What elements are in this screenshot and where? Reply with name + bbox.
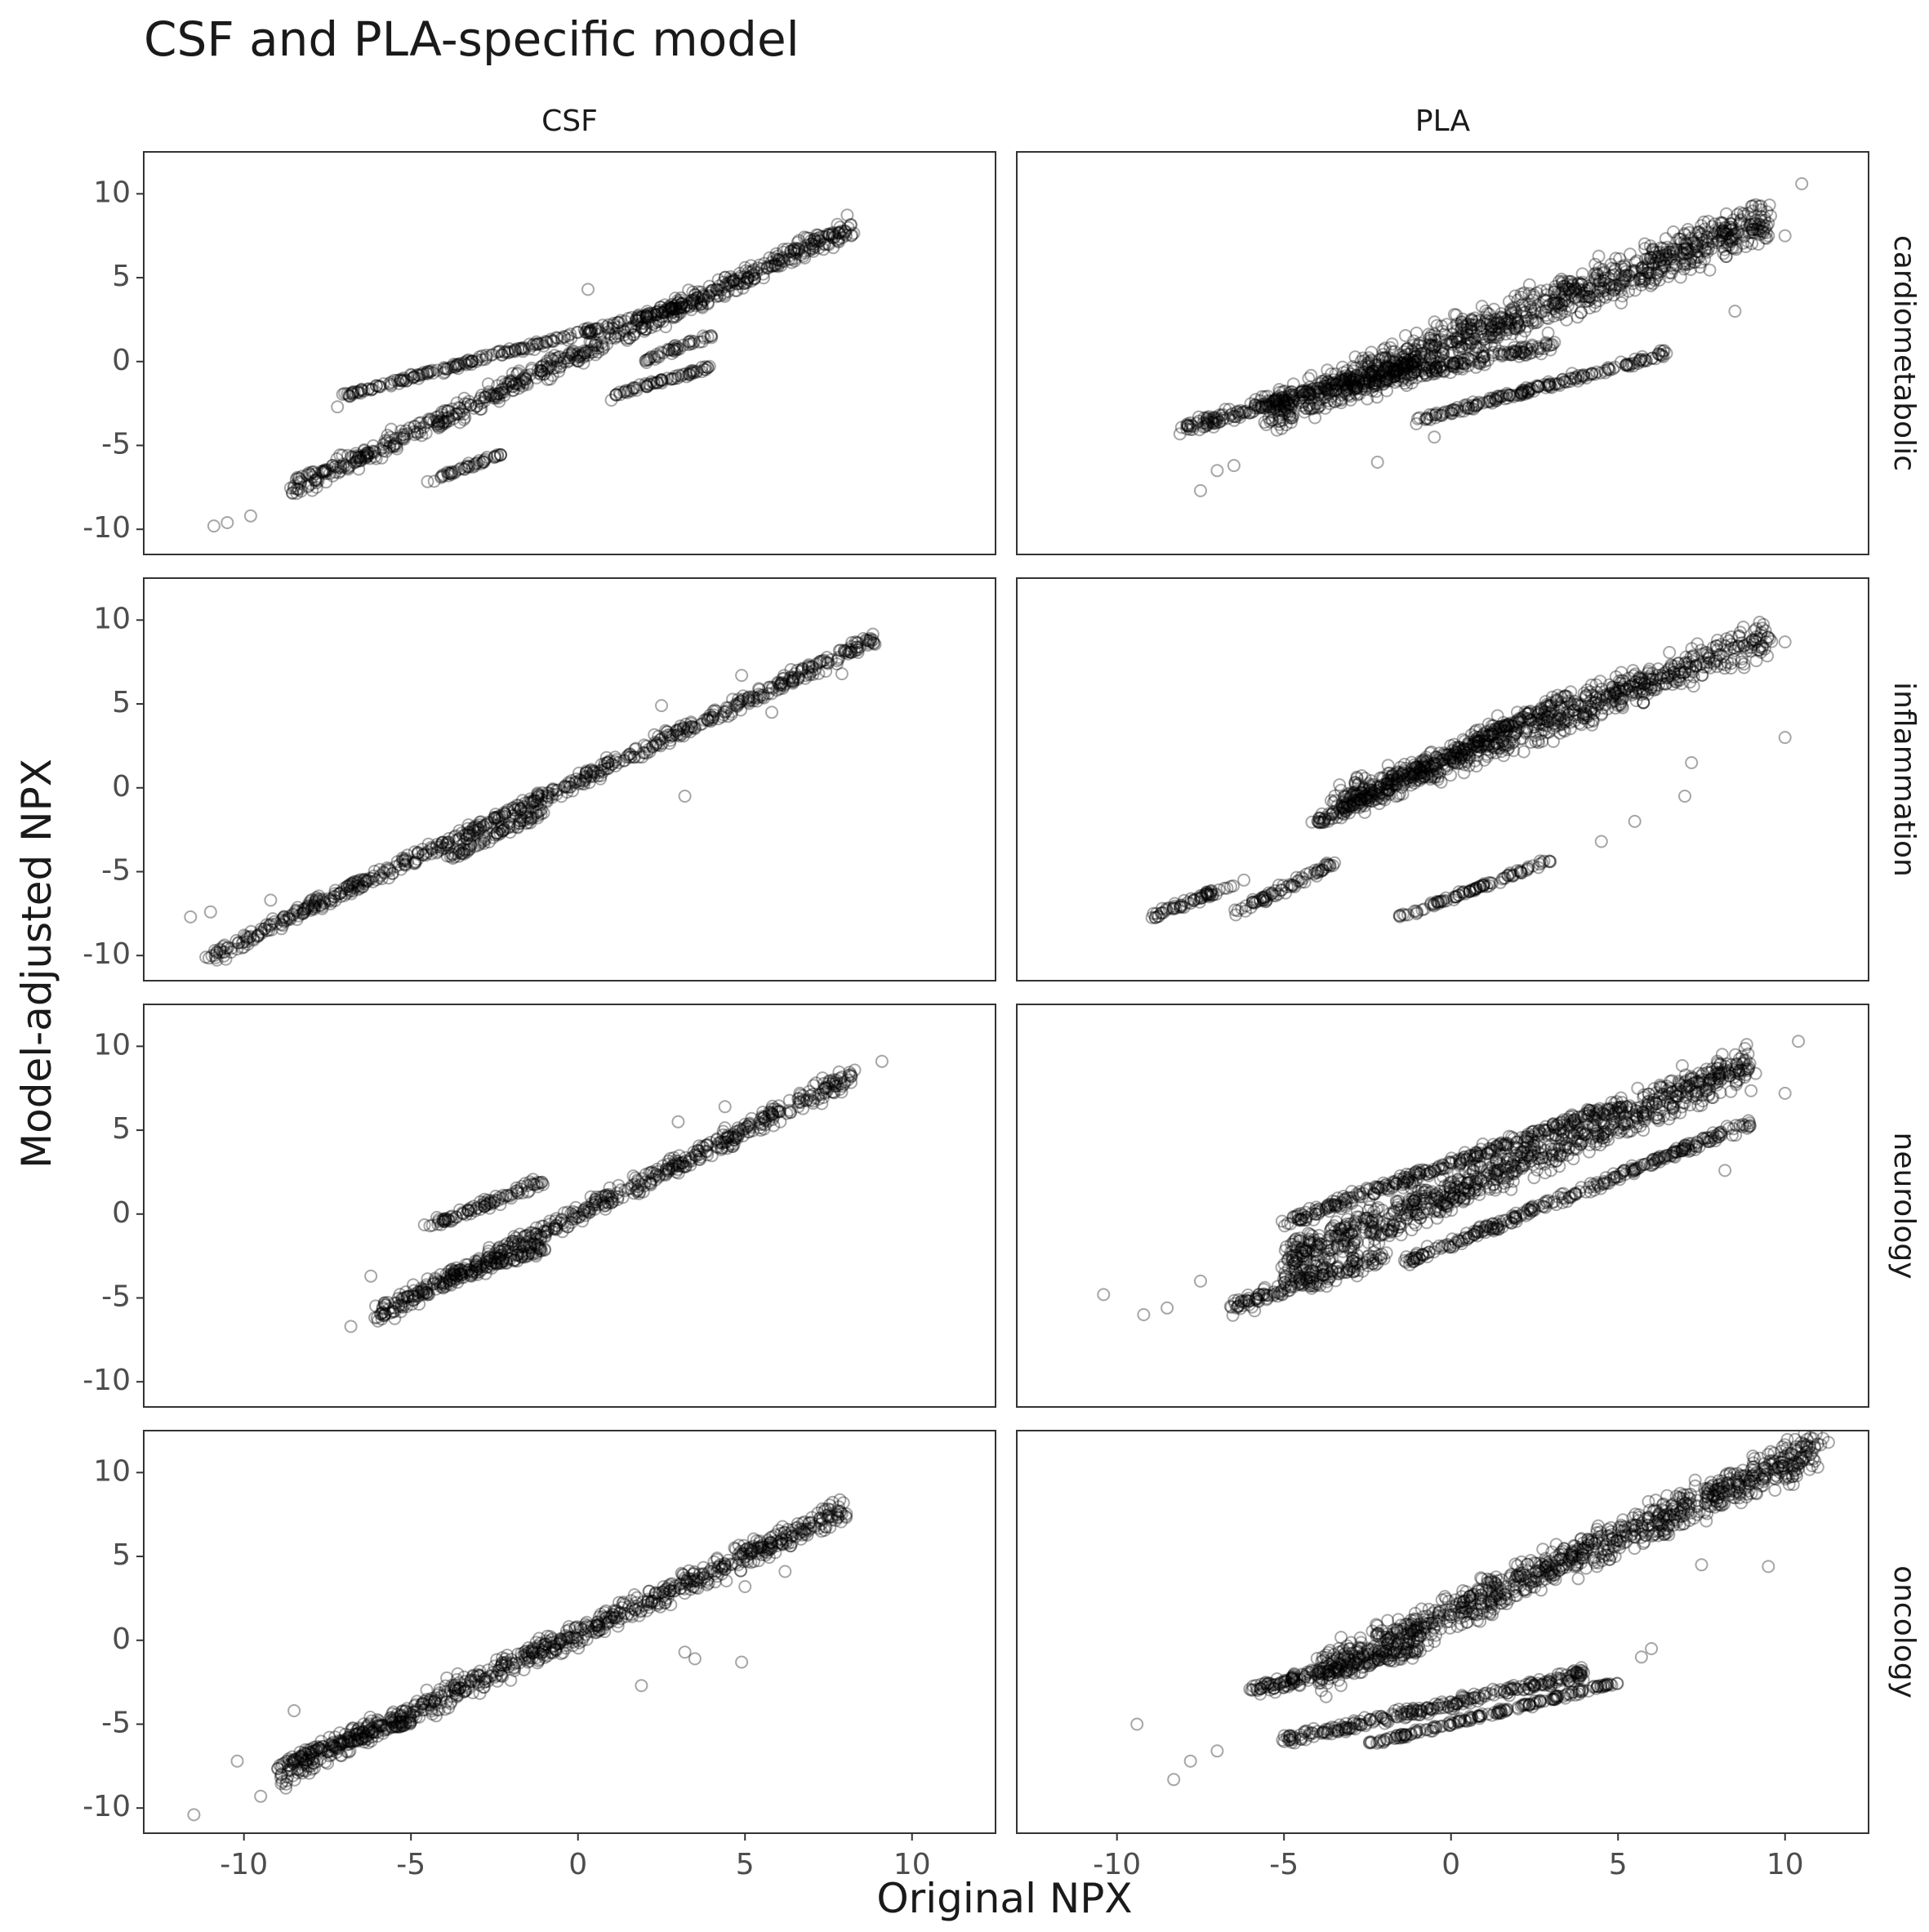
y-tick-label: 5 [112,686,131,719]
y-tick-label: 10 [93,176,131,209]
y-tick-label: 5 [112,260,131,293]
y-tick-label: -5 [101,853,131,887]
y-tick-label: -10 [82,937,131,971]
y-tick-label: -10 [82,511,131,545]
y-tick-label: 10 [93,602,131,635]
row-strip-label-oncology: oncology [1887,1565,1921,1698]
column-strip-label-csf: CSF [541,105,598,138]
chart-title: CSF and PLA-specific model [144,11,800,67]
column-strip-label-pla: PLA [1415,105,1471,138]
x-axis-label: Original NPX [876,1875,1132,1922]
row-strip-label-cardiometabolic: cardiometabolic [1887,235,1921,471]
y-tick-label: 0 [112,344,131,377]
row-strip-label-neurology: neurology [1887,1133,1921,1280]
y-tick-label: 0 [112,770,131,804]
y-tick-label: -5 [101,427,131,461]
y-axis-label: Model-adjusted NPX [13,759,60,1169]
row-strip-label-inflammation: inflammation [1887,682,1921,877]
